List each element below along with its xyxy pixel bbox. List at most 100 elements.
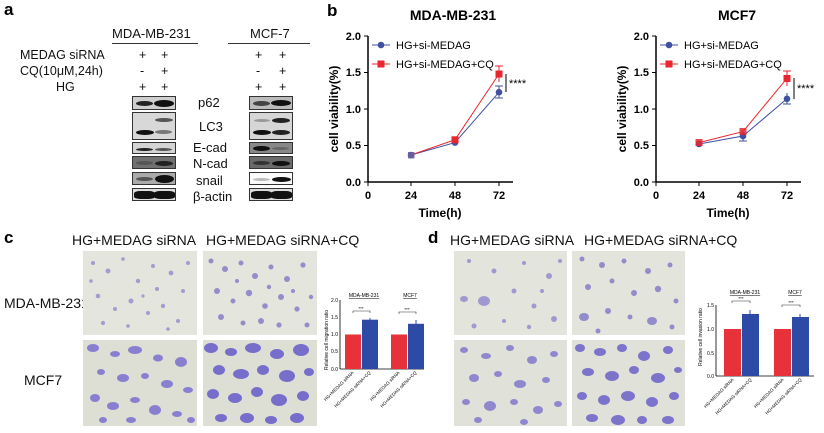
condition-mark: +	[161, 64, 169, 78]
condition-mark: +	[279, 48, 287, 62]
blot-ncad-mda	[132, 156, 176, 169]
svg-text:0: 0	[365, 190, 371, 202]
svg-text:0.5: 0.5	[346, 140, 361, 152]
blot-p62-mda	[132, 96, 176, 110]
micrograph-d-mda-sirna	[454, 251, 567, 335]
svg-text:HG+MEDAG siRNA+CQ: HG+MEDAG siRNA+CQ	[764, 377, 803, 416]
x-axis-label: Time(h)	[706, 206, 749, 220]
condition-mark: +	[139, 48, 147, 62]
cell-line-header-mcf: MCF-7	[250, 26, 290, 41]
chart-title: MDA-MB-231	[410, 7, 497, 23]
blot-bactin-mda	[132, 188, 176, 201]
svg-text:***: ***	[404, 307, 410, 312]
svg-text:1.5: 1.5	[331, 315, 338, 321]
condition-mark: +	[279, 64, 287, 78]
svg-text:HG+MEDAG siRNA: HG+MEDAG siRNA	[703, 377, 735, 409]
svg-text:0.0: 0.0	[346, 177, 361, 189]
svg-text:HG+MEDAG siRNA: HG+MEDAG siRNA	[369, 370, 401, 402]
condition-mark: -	[256, 64, 261, 78]
blot-ecad-mda	[132, 142, 176, 154]
svg-text:HG+MEDAG siRNA+CQ: HG+MEDAG siRNA+CQ	[714, 377, 753, 416]
header-underline	[112, 43, 198, 44]
panel-label-a: a	[4, 0, 14, 19]
y-axis-label: cell viability(%)	[615, 66, 629, 153]
bar-chart-migration: Relative cell migration ratio 2.0 1.5 1.…	[323, 293, 424, 409]
svg-text:1.0: 1.0	[346, 104, 361, 116]
svg-text:MCF7: MCF7	[403, 293, 417, 299]
significance-marker: ****	[509, 78, 527, 90]
micrograph-mcf7-sirna	[83, 340, 197, 426]
svg-text:24: 24	[405, 190, 418, 202]
svg-text:1.0: 1.0	[707, 327, 714, 333]
svg-text:0.5: 0.5	[331, 349, 338, 355]
blot-bactin-mcf	[249, 188, 293, 201]
svg-text:0.0: 0.0	[707, 374, 714, 380]
row-label: MCF7	[24, 372, 63, 388]
panel-label-d: d	[428, 228, 439, 247]
svg-text:MCF7: MCF7	[788, 290, 802, 296]
svg-text:HG+MEDAG siRNA: HG+MEDAG siRNA	[323, 370, 355, 402]
svg-text:72: 72	[781, 190, 793, 202]
blot-ncad-mcf	[249, 156, 293, 169]
svg-text:HG+MEDAG siRNA: HG+MEDAG siRNA	[753, 377, 785, 409]
svg-text:***: ***	[788, 300, 794, 305]
y-axis-label: Relative cell migration ratio	[324, 310, 330, 370]
svg-text:0.5: 0.5	[634, 140, 649, 152]
protein-label: E-cad	[193, 140, 227, 155]
svg-text:1.0: 1.0	[331, 332, 338, 338]
blot-lc3-mcf	[249, 112, 293, 140]
condition-label: HG	[56, 80, 75, 94]
svg-text:1.0: 1.0	[634, 104, 649, 116]
blot-lc3-mda	[132, 112, 176, 140]
row-label: MDA-MB-231	[4, 295, 89, 311]
blot-snail-mcf	[249, 172, 293, 185]
svg-text:2.0: 2.0	[634, 31, 649, 43]
micrograph-mcf7-cq	[203, 340, 317, 426]
condition-mark: +	[255, 80, 263, 94]
column-header: HG+MEDAG siRNA	[72, 232, 197, 248]
bar-chart-invasion: Relative cell invasion ratio 1.5 1.0 0.5…	[698, 290, 814, 416]
condition-mark: -	[140, 64, 145, 78]
svg-text:0.5: 0.5	[707, 351, 714, 357]
column-header: HG+MEDAG siRNA+CQ	[206, 232, 360, 248]
blot-snail-mda	[132, 172, 176, 185]
legend-label: HG+si-MEDAG	[684, 40, 759, 52]
micrograph-d-mcf7-cq	[572, 340, 685, 426]
svg-text:1.5: 1.5	[346, 67, 361, 79]
svg-text:***: ***	[738, 296, 744, 301]
legend-label: HG+si-MEDAG+CQ	[396, 59, 494, 71]
blot-ecad-mcf	[249, 142, 293, 154]
condition-label: MEDAG siRNA	[20, 48, 105, 62]
micrograph-mda-sirna	[83, 251, 197, 335]
column-header: HG+MEDAG siRNA+CQ	[584, 232, 738, 248]
svg-text:72: 72	[493, 190, 505, 202]
panel-label-c: c	[4, 228, 14, 247]
header-underline	[228, 43, 310, 44]
svg-text:48: 48	[449, 190, 461, 202]
svg-text:2.0: 2.0	[346, 31, 361, 43]
svg-text:24: 24	[693, 190, 706, 202]
condition-mark: +	[161, 48, 169, 62]
chart-legend: HG+si-MEDAG HG+si-MEDAG+CQ	[372, 40, 494, 71]
protein-label: β-actin	[193, 189, 233, 204]
svg-text:2.0: 2.0	[331, 298, 338, 304]
condition-mark: +	[255, 48, 263, 62]
protein-label: N-cad	[193, 156, 228, 171]
svg-text:0.0: 0.0	[331, 367, 338, 373]
x-axis-label: Time(h)	[418, 206, 461, 220]
y-axis-label: Relative cell invasion ratio	[698, 308, 704, 366]
micrograph-d-mda-cq	[572, 251, 685, 335]
legend-label: HG+si-MEDAG+CQ	[684, 59, 782, 71]
protein-label: p62	[198, 95, 220, 110]
y-axis-label: cell viability(%)	[327, 66, 341, 153]
condition-label: CQ(10μM,24h)	[20, 64, 103, 78]
column-header: HG+MEDAG siRNA	[450, 232, 575, 248]
svg-text:1.5: 1.5	[634, 67, 649, 79]
line-chart-mcf7: MCF7 2.0 1.5 1.0 0.5 0.0 0 24 48 72 Time…	[615, 7, 815, 220]
svg-text:MDA-MB-231: MDA-MB-231	[730, 290, 761, 296]
significance-marker: ****	[797, 83, 815, 95]
legend-label: HG+si-MEDAG	[396, 40, 471, 52]
svg-text:0: 0	[653, 190, 659, 202]
panel-label-b: b	[327, 1, 338, 20]
line-chart-mda: MDA-MB-231 2.0 1.5 1.0 0.5 0.0 0 24 48 7…	[327, 7, 527, 220]
